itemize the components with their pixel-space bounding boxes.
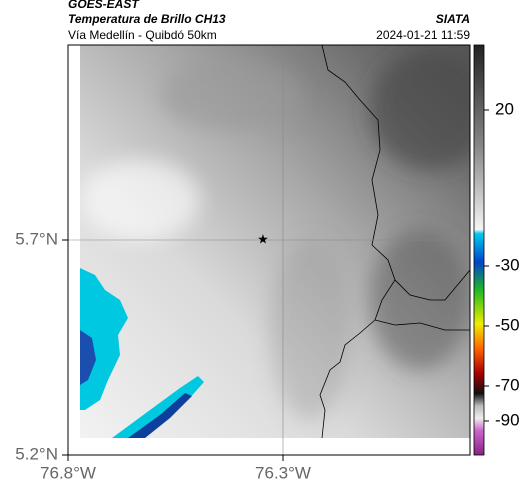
colorbar-tick-label: -90	[495, 410, 520, 429]
colorbar-tick-label: 20	[495, 99, 514, 118]
cold-streak	[112, 376, 204, 438]
cold-streak-core	[128, 393, 192, 438]
satellite: GOES-EAST	[68, 0, 140, 11]
lon-tick-label: 76.8°W	[40, 463, 96, 482]
datetime: 2024-01-21 11:59	[376, 28, 470, 42]
lat-tick-label: 5.2°N	[15, 444, 58, 463]
colorbar-tick-label: -50	[495, 315, 520, 334]
source: SIATA	[436, 12, 470, 26]
region: Vía Medellín - Quibdó 50km	[68, 28, 217, 42]
map-frame	[67, 44, 471, 456]
cloud-texture	[80, 50, 470, 420]
boundary	[394, 269, 470, 301]
lat-tick-label: 5.7°N	[15, 229, 58, 248]
lon-tick-label: 76.3°W	[255, 463, 311, 482]
colorbar-tick-label: -30	[495, 255, 520, 274]
location-marker: ★	[257, 231, 269, 246]
ticks: 5.7°N 5.2°N76.8°W 76.3°W 20 -30 -50 -70 -90	[15, 99, 519, 482]
boundary	[321, 45, 470, 331]
colorbar-tick-label: -70	[495, 375, 520, 394]
cold-cloud	[80, 268, 128, 410]
colorbar	[473, 44, 485, 456]
cold-core	[80, 330, 96, 385]
boundary	[319, 319, 376, 438]
product: Temperatura de Brillo CH13	[68, 12, 226, 26]
satellite-image	[80, 45, 470, 438]
